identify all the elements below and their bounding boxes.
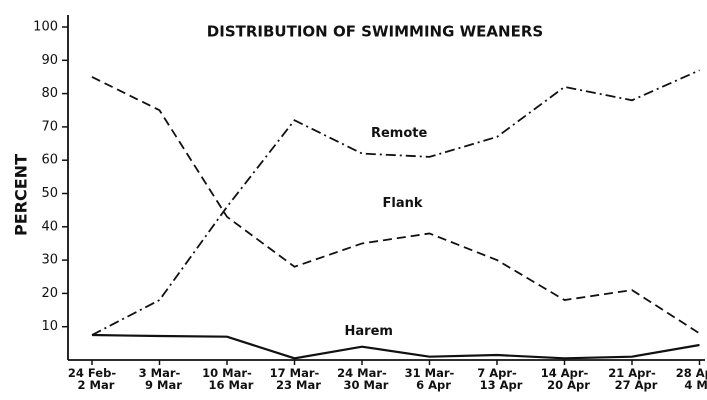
x-tick-label-line: 24 Feb- (68, 366, 116, 380)
x-tick-label: 3 Mar-9 Mar (139, 366, 183, 392)
x-tick-label: 31 Mar-6 Apr (405, 366, 455, 392)
y-axis-label: PERCENT (12, 154, 31, 236)
y-tick-label: 30 (41, 253, 58, 268)
x-tick-label-line: 16 Mar (209, 378, 254, 392)
series-label: Flank (382, 196, 422, 211)
x-tick-label: 24 Mar-30 Mar (337, 366, 389, 392)
y-tick-label: 80 (41, 86, 58, 101)
chart-title: DISTRIBUTION OF SWIMMING WEANERS (207, 23, 543, 41)
y-tick-label: 70 (41, 119, 58, 134)
x-tick-label: 7 Apr-13 Apr (477, 366, 523, 392)
x-tick-label: 17 Mar-23 Mar (270, 366, 322, 392)
x-tick-label-line: 4 May (684, 378, 707, 392)
x-tick-label: 10 Mar-16 Mar (202, 366, 254, 392)
x-tick-label-line: 17 Mar- (270, 366, 320, 380)
x-tick-label-line: 23 Mar (276, 378, 321, 392)
x-tick-label-line: 10 Mar- (202, 366, 252, 380)
x-tick-label-line: 13 Apr (480, 378, 523, 392)
y-tick-label: 40 (41, 219, 58, 234)
x-tick-label-line: 6 Apr (416, 378, 451, 392)
series-line (91, 333, 700, 360)
x-tick-label-line: 14 Apr- (541, 366, 589, 380)
y-tick-label: 100 (33, 20, 58, 35)
y-tick-label: 50 (41, 186, 58, 201)
x-tick-label: 24 Feb-2 Mar (68, 366, 116, 392)
x-tick-label-line: 30 Mar (344, 378, 389, 392)
x-tick-label-line: 7 Apr- (477, 366, 517, 380)
x-tick-label-line: 9 Mar (145, 378, 182, 392)
x-tick-label-line: 20 Apr (547, 378, 590, 392)
x-tick-label: 21 Apr-27 Apr (608, 366, 658, 392)
series-label: Harem (345, 324, 393, 339)
series-line (91, 69, 700, 336)
x-tick-label-line: 28 Apr- (676, 366, 707, 380)
series-label: Remote (371, 126, 428, 141)
x-tick-label: 28 Apr-4 May (676, 366, 707, 392)
y-tick-label: 10 (41, 319, 58, 334)
y-tick-label: 90 (41, 53, 58, 68)
series-line (91, 76, 700, 335)
x-tick-label: 14 Apr-20 Apr (541, 366, 591, 392)
x-tick-label-line: 27 Apr (615, 378, 658, 392)
y-tick-label: 20 (41, 286, 58, 301)
x-tick-label-line: 21 Apr- (608, 366, 656, 380)
x-tick-label-line: 31 Mar- (405, 366, 455, 380)
y-tick-label: 60 (41, 153, 58, 168)
x-tick-label-line: 2 Mar (78, 378, 115, 392)
x-tick-label-line: 24 Mar- (337, 366, 387, 380)
x-tick-label-line: 3 Mar- (139, 366, 181, 380)
